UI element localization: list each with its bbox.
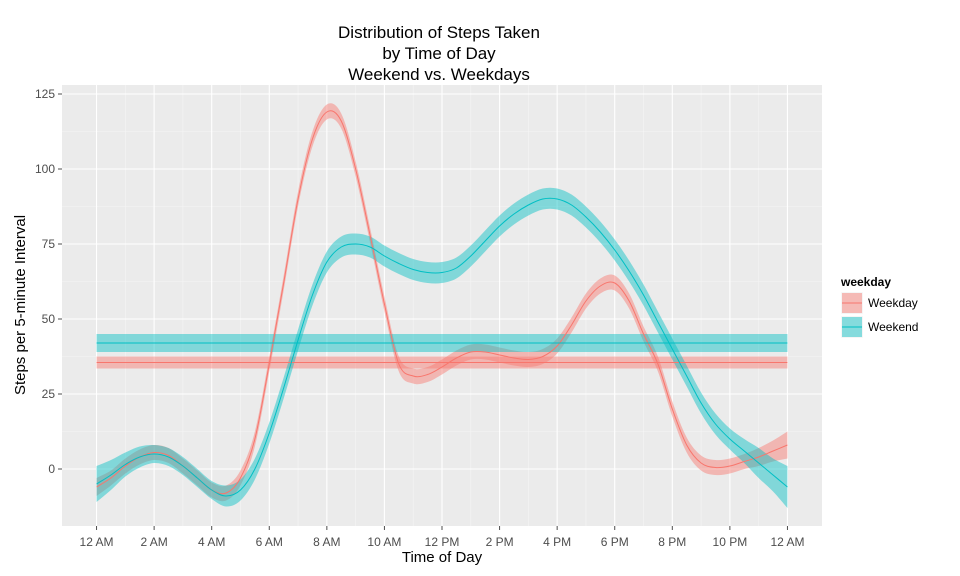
- x-tick-label: 2 PM: [486, 535, 514, 549]
- x-tick-label: 4 AM: [198, 535, 225, 549]
- weekday-smooth-band: [96, 103, 788, 502]
- x-tick-label: 10 PM: [713, 535, 748, 549]
- y-tick-label: 25: [42, 387, 56, 401]
- x-tick-label: 6 PM: [601, 535, 629, 549]
- x-axis: 12 AM 2 AM 4 AM 6 AM 8 AM 10 AM 12 PM 2 PM 4 PM 6…: [80, 526, 804, 549]
- y-tick-label: 125: [35, 87, 55, 101]
- chart-title: Distribution of Steps Taken by Time of D…: [338, 23, 540, 84]
- weekend-smooth-band: [96, 187, 788, 508]
- weekend-smooth-line: [96, 197, 788, 497]
- x-tick-label: 10 AM: [367, 535, 401, 549]
- grid-lines: [62, 85, 822, 526]
- chart-title-line-2: by Time of Day: [382, 44, 496, 63]
- x-tick-label: 4 PM: [543, 535, 571, 549]
- x-tick-label: 12 AM: [80, 535, 114, 549]
- series-lines: [96, 110, 788, 497]
- y-axis-title: Steps per 5-minute Interval: [12, 215, 29, 395]
- x-tick-label: 12 PM: [425, 535, 460, 549]
- y-tick-label: 100: [35, 162, 55, 176]
- chart-title-line-3: Weekend vs. Weekdays: [348, 65, 530, 84]
- legend-key-weekday: Weekday: [840, 291, 918, 315]
- x-axis-title: Time of Day: [402, 549, 483, 566]
- x-tick-label: 6 AM: [256, 535, 283, 549]
- x-tick-label: 12 AM: [770, 535, 804, 549]
- x-tick-label: 2 AM: [140, 535, 167, 549]
- legend-title: weekday: [840, 275, 891, 289]
- legend: weekday Weekday Weekend: [840, 275, 918, 339]
- x-tick-label: 8 AM: [313, 535, 340, 549]
- y-tick-label: 75: [42, 237, 56, 251]
- x-tick-label: 8 PM: [658, 535, 686, 549]
- y-tick-label: 0: [48, 462, 55, 476]
- chart-title-line-1: Distribution of Steps Taken: [338, 23, 540, 42]
- legend-key-weekend: Weekend: [840, 315, 918, 339]
- legend-label: Weekend: [868, 320, 918, 334]
- legend-label: Weekday: [868, 296, 918, 310]
- y-tick-label: 50: [42, 312, 56, 326]
- y-axis: 0 25 50 75 100 125: [35, 87, 62, 476]
